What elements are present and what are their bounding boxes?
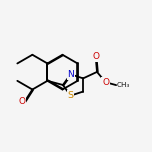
Text: O: O — [102, 78, 109, 87]
Text: O: O — [92, 52, 99, 61]
Text: N: N — [67, 70, 74, 79]
Text: O: O — [19, 97, 26, 106]
Text: CH₃: CH₃ — [117, 82, 130, 88]
Text: S: S — [68, 91, 74, 100]
